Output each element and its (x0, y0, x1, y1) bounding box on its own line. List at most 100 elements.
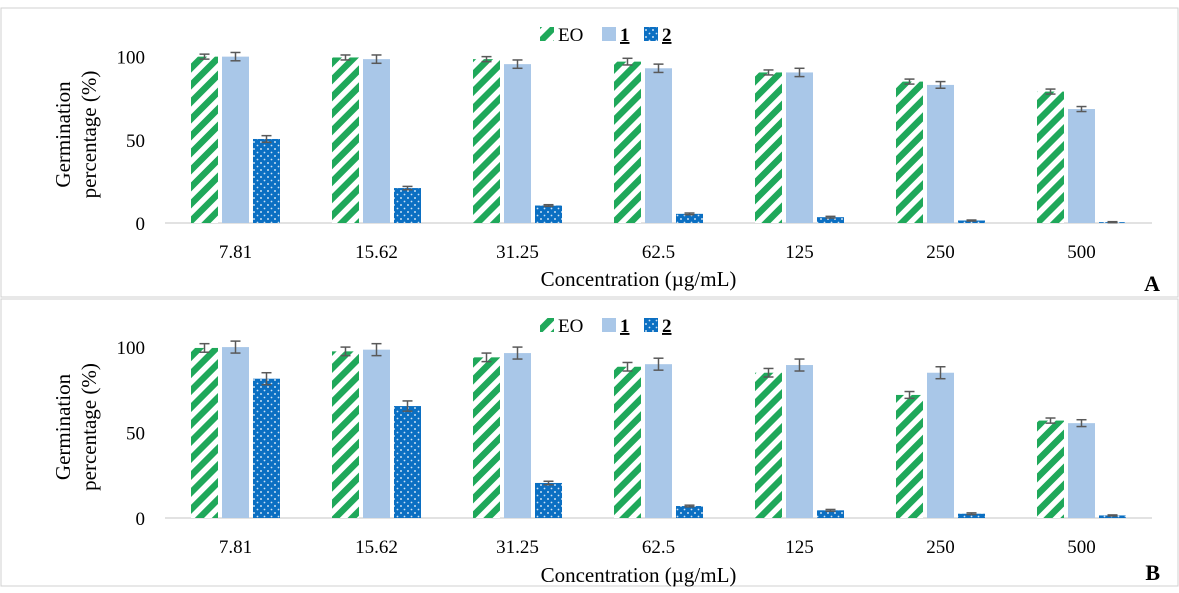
legend-swatch-2 (644, 318, 658, 332)
legend-label-eo: EO (558, 316, 583, 337)
error-bar-eo-62.5 (622, 361, 633, 372)
legend: EO 1 2 (540, 316, 672, 337)
bar-eo-62.5 (614, 61, 641, 223)
x-tick-label: 62.5 (642, 537, 675, 558)
error-bar-eo-125 (763, 367, 774, 378)
error-bar-2-500 (1107, 514, 1118, 517)
bar-1-125 (786, 72, 813, 223)
error-bar-2-125 (825, 215, 836, 219)
error-bar-eo-15.62 (340, 346, 351, 357)
bar-eo-31.25 (473, 59, 500, 223)
legend: EO 1 2 (540, 25, 672, 46)
bar-1-125 (786, 365, 813, 518)
x-tick-label: 62.5 (642, 242, 675, 263)
error-bar-eo-31.25 (481, 352, 492, 363)
error-bar-1-62.5 (653, 357, 664, 371)
bar-eo-500 (1037, 420, 1064, 518)
error-bar-2-500 (1107, 220, 1118, 224)
bar-eo-7.81 (191, 56, 218, 223)
legend-label-1: 1 (620, 25, 630, 46)
error-bar-1-125 (794, 358, 805, 372)
bar-eo-7.81 (191, 347, 218, 518)
error-bar-2-7.81 (261, 371, 272, 386)
error-bar-2-31.25 (543, 203, 554, 208)
y-axis-title-line-2: percentage (%) (77, 363, 101, 491)
bar-eo-31.25 (473, 357, 500, 518)
y-tick-label: 100 (117, 338, 146, 359)
legend-label-eo: EO (558, 25, 583, 46)
bar-2-125 (817, 217, 844, 223)
legend-swatch-eo (540, 318, 554, 332)
error-bar-eo-62.5 (622, 57, 633, 66)
error-bar-eo-500 (1045, 417, 1056, 424)
error-bar-1-62.5 (653, 63, 664, 74)
error-bar-1-250 (935, 80, 946, 89)
bar-1-15.62 (363, 349, 390, 518)
y-tick-label: 100 (117, 48, 146, 69)
bar-eo-15.62 (332, 351, 359, 518)
x-axis-title: Concentration (µg/mL) (541, 563, 737, 587)
bar-2-250 (958, 513, 985, 518)
bar-eo-500 (1037, 91, 1064, 223)
bar-2-500 (1099, 515, 1126, 518)
bar-eo-250 (896, 394, 923, 518)
panel-border (0, 298, 1179, 587)
panel-border (0, 7, 1179, 298)
error-bar-1-500 (1076, 418, 1087, 428)
legend-swatch-2 (644, 27, 658, 41)
error-bar-2-7.81 (261, 134, 272, 144)
y-axis-title-line-2: percentage (%) (77, 71, 101, 199)
error-bar-1-31.25 (512, 59, 523, 70)
x-tick-label: 125 (785, 242, 814, 263)
x-tick-label: 7.81 (219, 242, 252, 263)
x-tick-label: 500 (1067, 242, 1096, 263)
bar-1-62.5 (645, 68, 672, 223)
error-bar-2-62.5 (684, 504, 695, 508)
error-bar-2-15.62 (402, 185, 413, 191)
bar-1-7.81 (222, 56, 249, 223)
x-tick-label: 500 (1067, 537, 1096, 558)
error-bar-2-250 (966, 512, 977, 516)
x-tick-label: 15.62 (355, 242, 398, 263)
error-bar-1-31.25 (512, 346, 523, 360)
bar-1-31.25 (504, 64, 531, 223)
error-bar-eo-250 (904, 390, 915, 400)
legend-label-2: 2 (662, 316, 672, 337)
panel-label: B (1145, 560, 1160, 585)
y-axis-title: Germination percentage (%) (51, 363, 101, 491)
error-bar-eo-7.81 (199, 53, 210, 60)
legend-swatch-1 (602, 318, 616, 332)
error-bar-2-125 (825, 508, 836, 512)
error-bar-eo-31.25 (481, 55, 492, 63)
error-bar-eo-500 (1045, 88, 1056, 95)
bar-1-500 (1068, 423, 1095, 518)
bar-1-62.5 (645, 364, 672, 518)
error-bar-1-7.81 (230, 340, 241, 354)
bar-1-250 (927, 372, 954, 518)
error-bar-eo-125 (763, 69, 774, 76)
y-axis-title-line-1: Germination (51, 81, 75, 188)
bar-2-31.25 (535, 205, 562, 223)
error-bar-1-15.62 (371, 54, 382, 65)
x-tick-label: 31.25 (496, 242, 539, 263)
bar-eo-15.62 (332, 57, 359, 223)
panel-label: A (1144, 271, 1160, 296)
x-axis-title: Concentration (µg/mL) (541, 267, 737, 291)
x-tick-label: 250 (926, 242, 955, 263)
y-tick-label: 50 (126, 131, 145, 152)
x-tick-label: 250 (926, 537, 955, 558)
bar-eo-62.5 (614, 366, 641, 518)
bar-2-62.5 (676, 213, 703, 223)
y-tick-label: 0 (136, 509, 146, 530)
error-bar-1-250 (935, 365, 946, 380)
error-bar-1-7.81 (230, 51, 241, 62)
bar-2-125 (817, 510, 844, 518)
error-bar-eo-7.81 (199, 342, 210, 353)
error-bar-eo-15.62 (340, 54, 351, 61)
y-axis-title: Germination percentage (%) (51, 71, 101, 199)
x-tick-label: 125 (785, 537, 814, 558)
bar-1-7.81 (222, 347, 249, 518)
bar-1-15.62 (363, 59, 390, 223)
legend-label-2: 2 (662, 25, 672, 46)
